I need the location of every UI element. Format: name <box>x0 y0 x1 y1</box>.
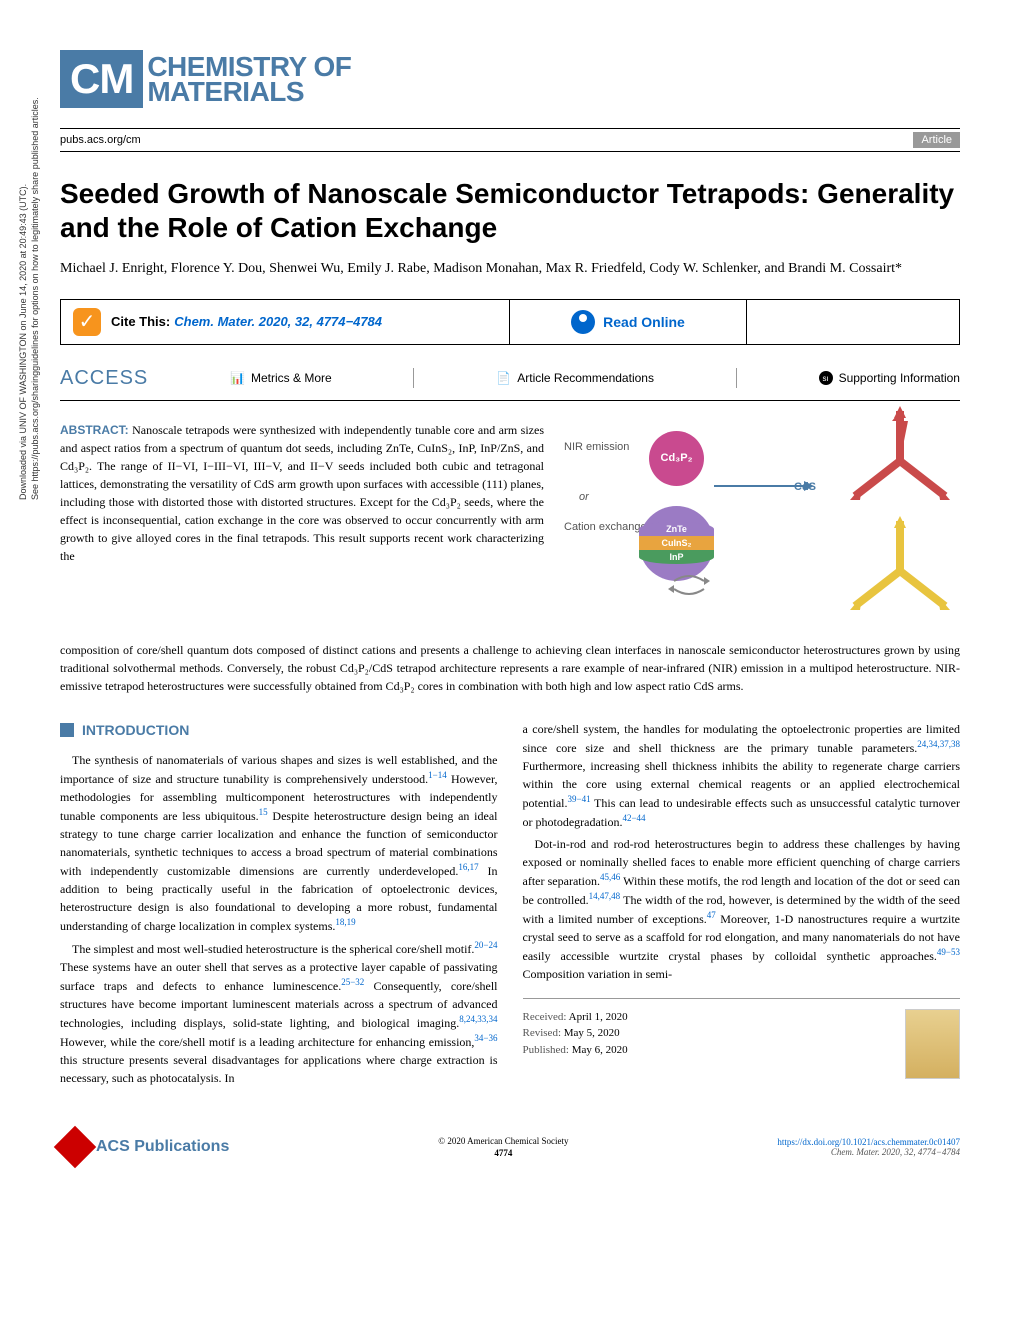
core-multi: ZnTe CuInS₂ InP <box>639 506 714 581</box>
introduction-header: INTRODUCTION <box>60 720 498 741</box>
page-footer: ACS Publications © 2020 American Chemica… <box>60 1117 960 1162</box>
read-online-link[interactable]: Read Online <box>603 314 685 330</box>
metrics-icon: 📊 <box>230 371 245 385</box>
article-title: Seeded Growth of Nanoscale Semiconductor… <box>60 177 960 244</box>
exchange-arrows-icon <box>664 571 724 601</box>
page-number: 4774 <box>438 1148 568 1158</box>
metrics-link[interactable]: 📊 Metrics & More <box>230 371 332 385</box>
url-bar: pubs.acs.org/cm Article <box>60 128 960 152</box>
issue-cover-thumbnail[interactable] <box>905 1009 960 1079</box>
recommendations-icon: 📄 <box>496 371 511 385</box>
access-row: ACCESS 📊 Metrics & More 📄 Article Recomm… <box>60 357 960 401</box>
logo-abbrev: CM <box>60 50 143 108</box>
globe-icon <box>571 310 595 334</box>
cation-label: Cation exchange <box>564 521 647 533</box>
download-attribution: Downloaded via UNIV OF WASHINGTON on Jun… <box>18 184 30 500</box>
supporting-info-link[interactable]: sı Supporting Information <box>819 371 960 385</box>
journal-logo: CM CHEMISTRY OF MATERIALS <box>60 50 960 108</box>
core-cd3p2: Cd₃P₂ <box>649 431 704 486</box>
tetrapod-yellow <box>840 516 960 626</box>
check-icon: ✓ <box>73 308 101 336</box>
abstract-text: ABSTRACT: Nanoscale tetrapods were synth… <box>60 421 544 621</box>
or-label: or <box>579 491 589 503</box>
sharing-guidelines: See https://pubs.acs.org/sharingguidelin… <box>30 97 42 500</box>
cite-row: ✓ Cite This: Chem. Mater. 2020, 32, 4774… <box>60 299 960 345</box>
journal-url[interactable]: pubs.acs.org/cm <box>60 134 141 146</box>
publication-dates: Received: April 1, 2020 Revised: May 5, … <box>523 998 961 1079</box>
cite-label: Cite This: <box>111 314 170 329</box>
abstract-figure: NIR emission or Cation exchange Cd₃P₂ Zn… <box>564 421 960 621</box>
article-type-badge: Article <box>913 132 960 148</box>
intro-column-right: a core/shell system, the handles for mod… <box>523 720 961 1087</box>
footer-citation: Chem. Mater. 2020, 32, 4774−4784 <box>777 1147 960 1157</box>
tetrapod-red <box>840 406 960 516</box>
cite-reference[interactable]: Chem. Mater. 2020, 32, 4774−4784 <box>174 314 382 329</box>
acs-publications-logo: ACS Publications <box>60 1132 229 1162</box>
logo-full-name: CHEMISTRY OF MATERIALS <box>147 54 351 104</box>
nir-label: NIR emission <box>564 441 629 453</box>
abstract-continuation: composition of core/shell quantum dots c… <box>60 641 960 695</box>
doi-link[interactable]: https://dx.doi.org/10.1021/acs.chemmater… <box>777 1137 960 1147</box>
author-list: Michael J. Enright, Florence Y. Dou, She… <box>60 259 960 279</box>
si-icon: sı <box>819 371 833 385</box>
copyright-notice: © 2020 American Chemical Society <box>438 1136 568 1146</box>
intro-column-left: INTRODUCTION The synthesis of nanomateri… <box>60 720 498 1087</box>
access-label: ACCESS <box>60 367 148 390</box>
recommendations-link[interactable]: 📄 Article Recommendations <box>496 371 654 385</box>
arrow-1 <box>714 476 814 496</box>
